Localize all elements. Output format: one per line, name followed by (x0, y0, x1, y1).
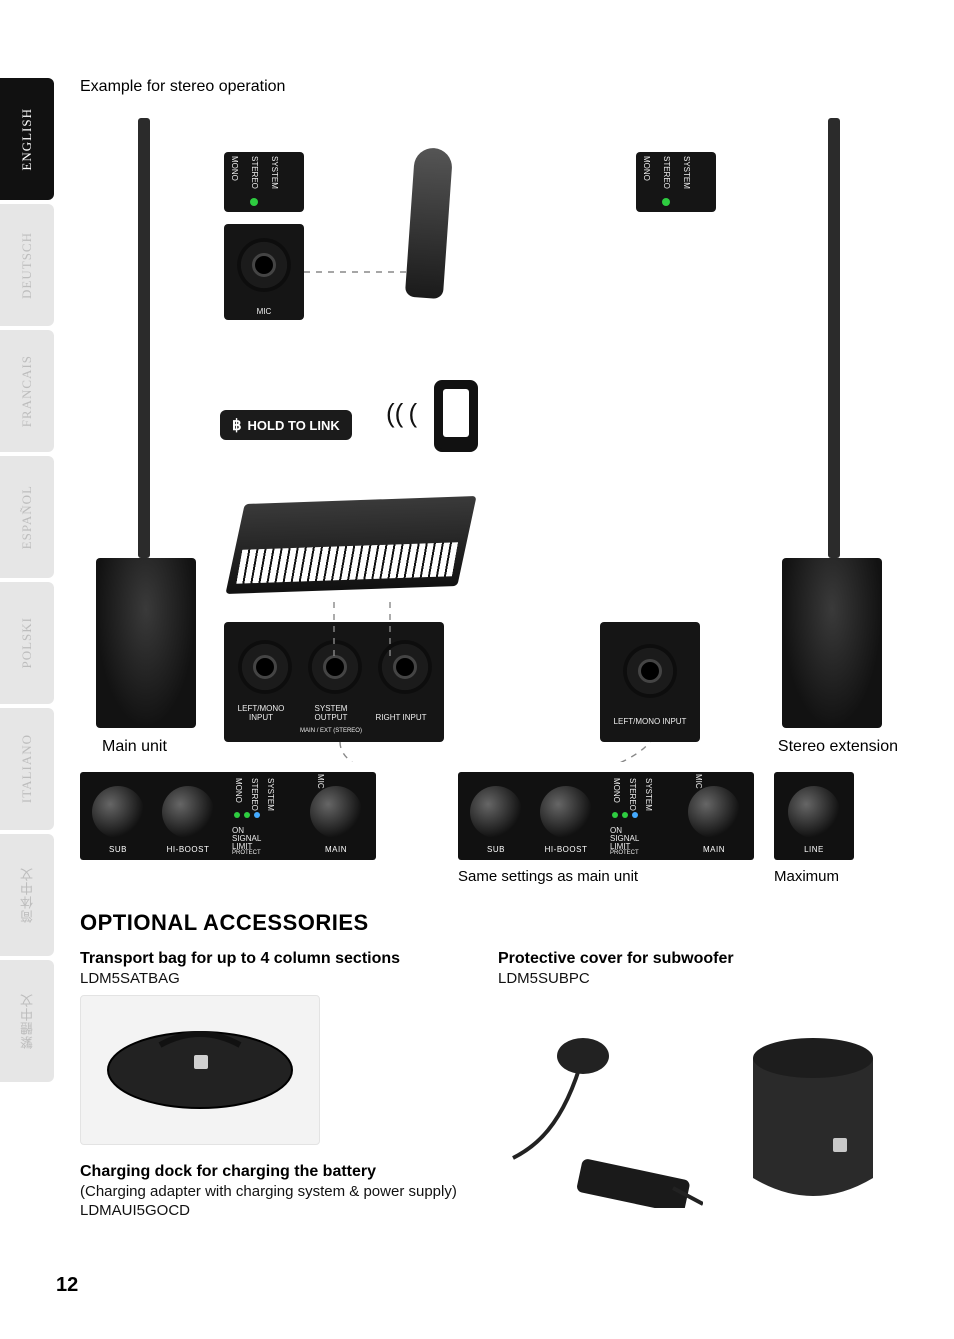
ext-column (828, 118, 840, 558)
mic-input-panel: MIC (224, 224, 304, 320)
line-knob-strip: LINE (774, 772, 854, 860)
xlr-jack-icon (623, 644, 677, 698)
led-icon (662, 198, 670, 206)
page-number: 12 (56, 1274, 78, 1297)
accessories-heading: OPTIONAL ACCESSORIES (80, 910, 898, 936)
accessory-transport-bag: Transport bag for up to 4 column section… (80, 950, 458, 1219)
accessory-right-col: Protective cover for subwoofer LDM5SUBPC (498, 950, 898, 1219)
ext-control-strip: SUB HI-BOOST MONO STEREO SYSTEM ON SIGNA… (458, 772, 754, 860)
ext-io-panel: LEFT/MONO INPUT (600, 622, 700, 742)
main-control-strip: SUB HI-BOOST MONO STEREO SYSTEM ON SIGNA… (80, 772, 376, 860)
lang-tab-espanol[interactable]: ESPAÑOL (0, 456, 54, 578)
main-knob (310, 786, 362, 838)
led-block: MONO STEREO SYSTEM ON SIGNAL LIMIT PROTE… (610, 778, 672, 854)
control-strips: SUB HI-BOOST MONO STEREO SYSTEM ON SIGNA… (80, 772, 898, 892)
stereo-diagram: MONO STEREO SYSTEM MONO STEREO SYSTEM MI… (80, 102, 898, 762)
main-mode-switch: MONO STEREO SYSTEM (224, 152, 304, 212)
hiboost-knob (162, 786, 214, 838)
language-tabs: ENGLISH DEUTSCH FRANCAIS ESPAÑOL POLSKI … (0, 78, 54, 1086)
led-block: MONO STEREO SYSTEM ON SIGNAL LIMIT PROTE… (232, 778, 294, 854)
main-io-panel: LEFT/MONO INPUT SYSTEM OUTPUT MAIN / EXT… (224, 622, 444, 742)
lang-tab-polski[interactable]: POLSKI (0, 582, 54, 704)
lang-tab-francais[interactable]: FRANCAIS (0, 330, 54, 452)
connection-lines (80, 102, 898, 762)
phone-icon (434, 380, 478, 452)
xlr-jack-icon (308, 640, 362, 694)
sub-knob (470, 786, 522, 838)
keyboard-icon (225, 496, 476, 594)
sub-knob (92, 786, 144, 838)
lang-tab-cn-simplified[interactable]: 简体中文 (0, 834, 54, 956)
lang-tab-cn-traditional[interactable]: 繁體中文 (0, 960, 54, 1082)
main-knob (688, 786, 740, 838)
transport-bag-image (80, 995, 320, 1145)
line-knob (788, 786, 840, 838)
lang-tab-english[interactable]: ENGLISH (0, 78, 54, 200)
hiboost-knob (540, 786, 592, 838)
ext-subwoofer (782, 558, 882, 728)
hold-to-link-chip: ฿ HOLD TO LINK (220, 410, 352, 440)
maximum-caption: Maximum (774, 868, 839, 885)
main-unit-label: Main unit (102, 738, 167, 756)
charging-dock-image (503, 1008, 703, 1208)
xlr-jack-icon (378, 640, 432, 694)
microphone-icon (405, 147, 453, 299)
accessory-charging-dock-title: Charging dock for charging the battery (80, 1163, 458, 1181)
example-caption: Example for stereo operation (80, 78, 898, 96)
xlr-jack-icon (237, 238, 291, 292)
ext-label: Stereo extension (778, 738, 898, 756)
xlr-jack-icon (238, 640, 292, 694)
wireless-icon: (( ( (386, 398, 417, 429)
bluetooth-icon: ฿ (232, 416, 242, 434)
subwoofer-cover-image (733, 1028, 893, 1208)
lang-tab-deutsch[interactable]: DEUTSCH (0, 204, 54, 326)
led-icon (250, 198, 258, 206)
main-column (138, 118, 150, 558)
main-subwoofer (96, 558, 196, 728)
ext-mode-switch: MONO STEREO SYSTEM (636, 152, 716, 212)
lang-tab-italiano[interactable]: ITALIANO (0, 708, 54, 830)
same-settings-caption: Same settings as main unit (458, 868, 638, 885)
